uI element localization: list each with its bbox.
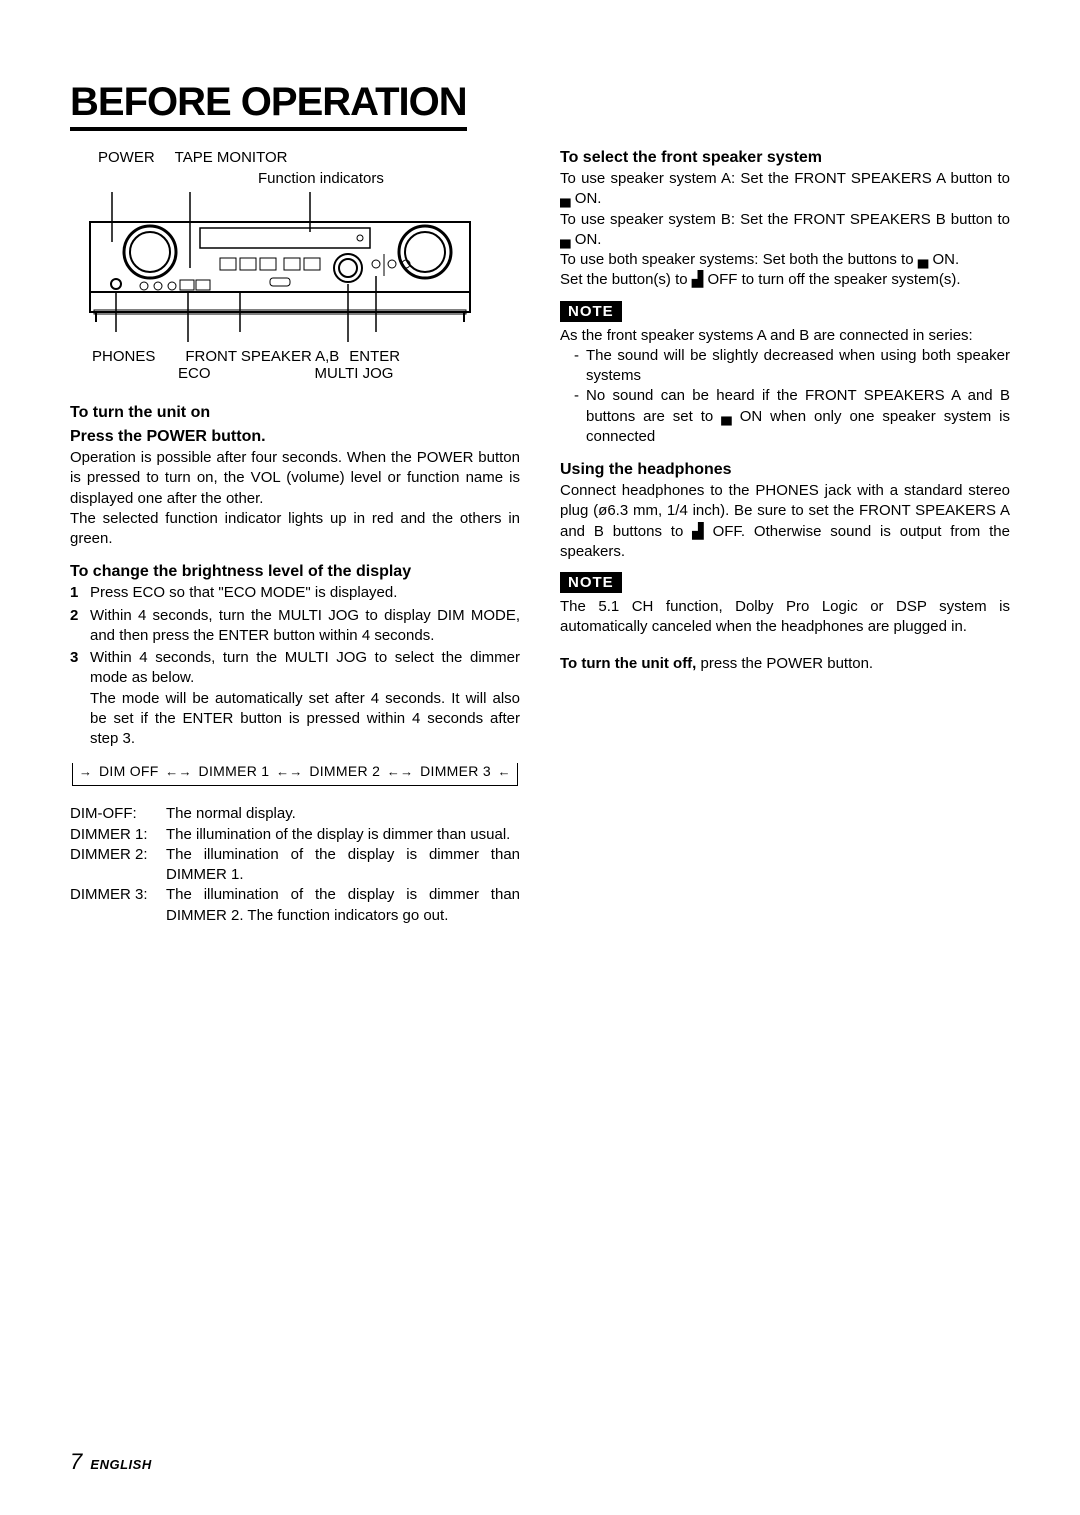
cycle-dimmer-3: DIMMER 3 [420,763,491,779]
note1-intro: As the front speaker systems A and B are… [560,326,1010,346]
para-headphones: Connect headphones to the PHONES jack wi… [560,481,1010,562]
para-speaker-b: To use speaker system B: Set the FRONT S… [560,210,1010,251]
dimmer-definitions: DIM-OFF:The normal display. DIMMER 1:The… [70,804,520,926]
label-eco: ECO [178,365,211,382]
heading-press-power: Press the POWER button. [70,428,520,446]
receiver-illustration [70,192,490,342]
turn-off-rest: press the POWER button. [696,655,873,672]
def-key-0: DIM-OFF: [70,804,166,824]
def-val-2: The illumination of the display is dimme… [166,845,520,886]
def-val-3: The illumination of the display is dimme… [166,885,520,926]
note1-list: The sound will be slightly decreased whe… [560,346,1010,447]
def-key-1: DIMMER 1: [70,825,166,845]
step-2: Within 4 seconds, turn the MULTI JOG to … [90,606,520,647]
label-front-speaker: FRONT SPEAKER A,B [185,348,339,365]
note-badge-2: NOTE [560,572,622,593]
def-val-0: The normal display. [166,804,520,824]
step-1: Press ECO so that "ECO MODE" is displaye… [90,583,520,603]
para-turn-off: To turn the unit off, press the POWER bu… [560,654,1010,674]
note-badge-1: NOTE [560,301,622,322]
para-speaker-off: Set the button(s) to ▟ OFF to turn off t… [560,270,1010,290]
heading-turn-on: To turn the unit on [70,404,520,422]
dimmer-cycle: → DIM OFF ←→ DIMMER 1 ←→ DIMMER 2 ←→ DIM… [72,763,518,786]
heading-select-speaker: To select the front speaker system [560,149,1010,167]
note1-item-1: No sound can be heard if the FRONT SPEAK… [586,386,1010,447]
heading-brightness: To change the brightness level of the di… [70,563,520,581]
device-diagram: POWER TAPE MONITOR Function indicators [70,149,520,382]
cycle-dimmer-2: DIMMER 2 [309,763,380,779]
label-enter: ENTER [349,348,400,365]
label-function-indicators: Function indicators [258,170,384,187]
turn-off-bold: To turn the unit off, [560,655,696,672]
cycle-dim-off: DIM OFF [99,763,159,779]
brightness-steps: 1Press ECO so that "ECO MODE" is display… [70,583,520,749]
note2-text: The 5.1 CH function, Dolby Pro Logic or … [560,597,1010,638]
para-speaker-a: To use speaker system A: Set the FRONT S… [560,169,1010,210]
heading-headphones: Using the headphones [560,461,1010,479]
step-3: Within 4 seconds, turn the MULTI JOG to … [90,648,520,749]
label-tape: TAPE MONITOR [175,149,288,166]
page-number: 7 [70,1449,82,1474]
def-key-2: DIMMER 2: [70,845,166,886]
para-indicator: The selected function indicator lights u… [70,509,520,550]
cycle-dimmer-1: DIMMER 1 [199,763,270,779]
label-multi-jog: MULTI JOG [315,365,394,382]
note1-item-0: The sound will be slightly decreased whe… [586,346,1010,387]
left-column: POWER TAPE MONITOR Function indicators [70,149,520,926]
page-title: BEFORE OPERATION [70,80,467,131]
label-phones: PHONES [92,348,155,365]
right-column: To select the front speaker system To us… [560,149,1010,926]
label-power: POWER [98,149,155,166]
def-key-3: DIMMER 3: [70,885,166,926]
def-val-1: The illumination of the display is dimme… [166,825,520,845]
page-footer: 7 ENGLISH [70,1449,152,1475]
para-speaker-both: To use both speaker systems: Set both th… [560,250,1010,270]
page-language: ENGLISH [90,1457,151,1472]
para-operation: Operation is possible after four seconds… [70,448,520,509]
